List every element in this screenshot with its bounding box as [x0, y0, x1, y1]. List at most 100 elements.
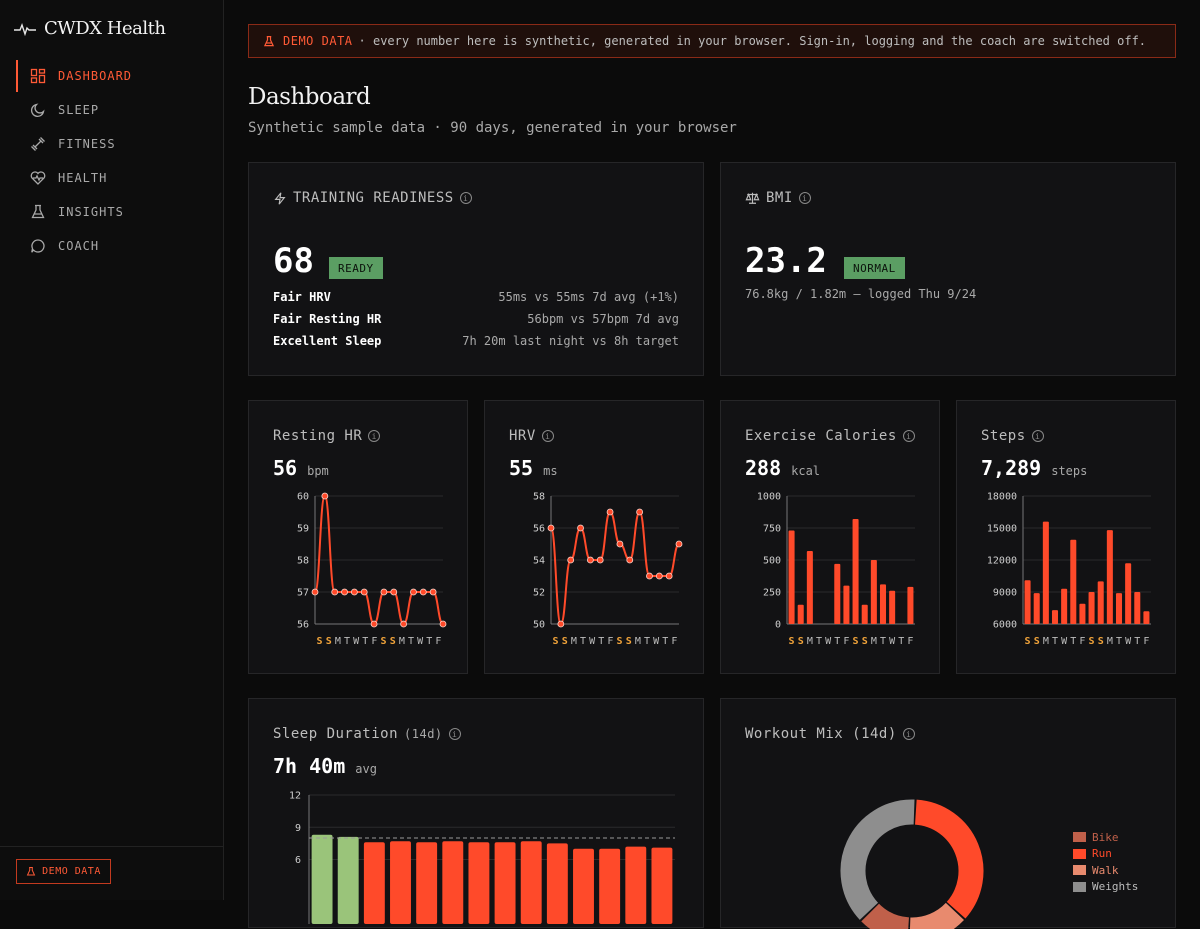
x-tick-label: S — [617, 636, 623, 647]
value-unit: steps — [1051, 464, 1088, 478]
x-tick-label: W — [1061, 636, 1068, 647]
info-icon[interactable]: i — [459, 192, 472, 204]
x-tick-label: S — [789, 636, 795, 647]
y-tick-label: 52 — [533, 588, 545, 599]
x-tick-label: S — [317, 636, 323, 647]
brand[interactable]: CWDX Health — [14, 18, 166, 39]
bmi-detail: 76.8kg / 1.82m — logged Thu 9/24 — [745, 287, 977, 301]
bar — [1134, 592, 1141, 624]
bar — [1033, 593, 1040, 624]
info-icon[interactable]: i — [902, 430, 915, 442]
data-point — [331, 588, 339, 596]
sidebar-item-health[interactable]: HEALTH — [16, 161, 216, 195]
info-icon[interactable]: i — [798, 192, 811, 204]
x-tick-label: T — [344, 636, 350, 647]
card-title: Sleep Duration (14d) i — [273, 726, 461, 742]
value-number: 7h 40m — [273, 754, 346, 778]
bar — [843, 585, 850, 624]
card-title-text: Steps — [981, 428, 1026, 444]
x-tick-label: T — [1070, 636, 1076, 647]
data-point — [410, 588, 417, 596]
bar — [1070, 539, 1077, 624]
x-tick-label: M — [871, 636, 877, 647]
demo-banner: DEMO DATA · every number here is synthet… — [248, 24, 1176, 58]
nav-menu: DASHBOARD SLEEP FITNESS HEALTH INSIGHTS … — [16, 59, 216, 263]
data-point — [380, 588, 388, 596]
card-title-suffix: (14d) — [404, 727, 443, 741]
sidebar-item-label: INSIGHTS — [58, 205, 124, 219]
status-badge: NORMAL — [844, 257, 905, 279]
info-icon[interactable]: i — [448, 728, 461, 740]
bar — [494, 842, 516, 924]
data-point — [567, 556, 575, 564]
card-title-text: BMI — [766, 190, 793, 206]
card-title-text: HRV — [509, 428, 536, 444]
info-icon[interactable]: i — [902, 728, 915, 740]
data-point — [665, 572, 673, 580]
x-tick-label: F — [607, 636, 613, 647]
row-label: Fair Resting HR — [273, 312, 382, 326]
pulse-logo-icon — [14, 22, 36, 36]
value-number: 55 — [509, 456, 534, 480]
card-title-text: Exercise Calories — [745, 428, 897, 444]
data-point — [646, 572, 653, 580]
data-point — [370, 620, 378, 628]
x-tick-label: M — [807, 636, 813, 647]
value-number: 7,289 — [981, 456, 1042, 480]
bar — [1042, 521, 1049, 624]
data-point — [626, 556, 634, 564]
exercise-calories-card: Exercise Calories i 288 kcal 1000 750 500 250… — [720, 400, 940, 674]
info-icon[interactable]: i — [541, 430, 554, 442]
legend-swatch — [1073, 832, 1086, 843]
bar — [834, 563, 841, 624]
sidebar-item-label: COACH — [58, 239, 100, 253]
sidebar-item-fitness[interactable]: FITNESS — [16, 127, 216, 161]
y-tick-label: 59 — [297, 524, 309, 535]
card-title-text: Resting HR — [273, 428, 363, 444]
x-tick-label: T — [662, 636, 668, 647]
info-icon[interactable]: i — [1031, 430, 1044, 442]
legend-label: Bike — [1092, 830, 1119, 844]
bar — [852, 519, 859, 624]
sidebar: CWDX Health DASHBOARD SLEEP FITNESS HEAL… — [0, 0, 224, 900]
legend-item: Run — [1073, 846, 1138, 863]
metric-value: 56 bpm — [273, 456, 329, 480]
row-value: 56bpm vs 57bpm 7d avg — [527, 312, 679, 326]
dashboard-icon — [30, 68, 46, 84]
banner-tag: DEMO DATA — [283, 34, 353, 48]
sidebar-item-dashboard[interactable]: DASHBOARD — [16, 59, 216, 93]
workout-legend: Bike Run Walk Weights — [1073, 829, 1138, 895]
flask-icon — [26, 866, 36, 876]
banner-text: · every number here is synthetic, genera… — [358, 34, 1147, 48]
flask-icon — [31, 204, 45, 219]
demo-data-badge[interactable]: DEMO DATA — [16, 859, 111, 884]
x-tick-label: W — [1125, 636, 1132, 647]
bar — [520, 841, 542, 924]
bar — [390, 841, 411, 924]
info-icon[interactable]: i — [368, 430, 381, 442]
x-tick-label: T — [408, 636, 414, 647]
sleep-duration-card: Sleep Duration (14d) i 7h 40m avg 12 9 6 — [248, 698, 704, 928]
sidebar-item-coach[interactable]: COACH — [16, 229, 216, 263]
x-tick-label: T — [834, 636, 840, 647]
y-tick-label: 15000 — [987, 524, 1017, 535]
donut-slice — [861, 903, 910, 929]
legend-label: Walk — [1092, 863, 1119, 877]
data-point — [636, 508, 644, 516]
workout-mix-card: Workout Mix (14d) i Bike Run Walk Weights — [720, 698, 1176, 929]
value-number: 56 — [273, 456, 298, 480]
x-tick-label: M — [571, 636, 577, 647]
x-tick-label: S — [853, 636, 859, 647]
x-tick-label: W — [653, 636, 660, 647]
card-title: Resting HR i — [273, 428, 381, 444]
y-tick-label: 56 — [297, 620, 309, 631]
brand-name: CWDX Health — [44, 18, 166, 39]
sidebar-item-insights[interactable]: INSIGHTS — [16, 195, 216, 229]
bar — [573, 848, 594, 924]
x-tick-label: M — [1043, 636, 1049, 647]
y-tick-label: 56 — [533, 524, 545, 535]
status-badge: READY — [329, 257, 383, 279]
metric-value: 55 ms — [509, 456, 558, 480]
page-title: Dashboard — [248, 84, 371, 110]
sidebar-item-sleep[interactable]: SLEEP — [16, 93, 216, 127]
